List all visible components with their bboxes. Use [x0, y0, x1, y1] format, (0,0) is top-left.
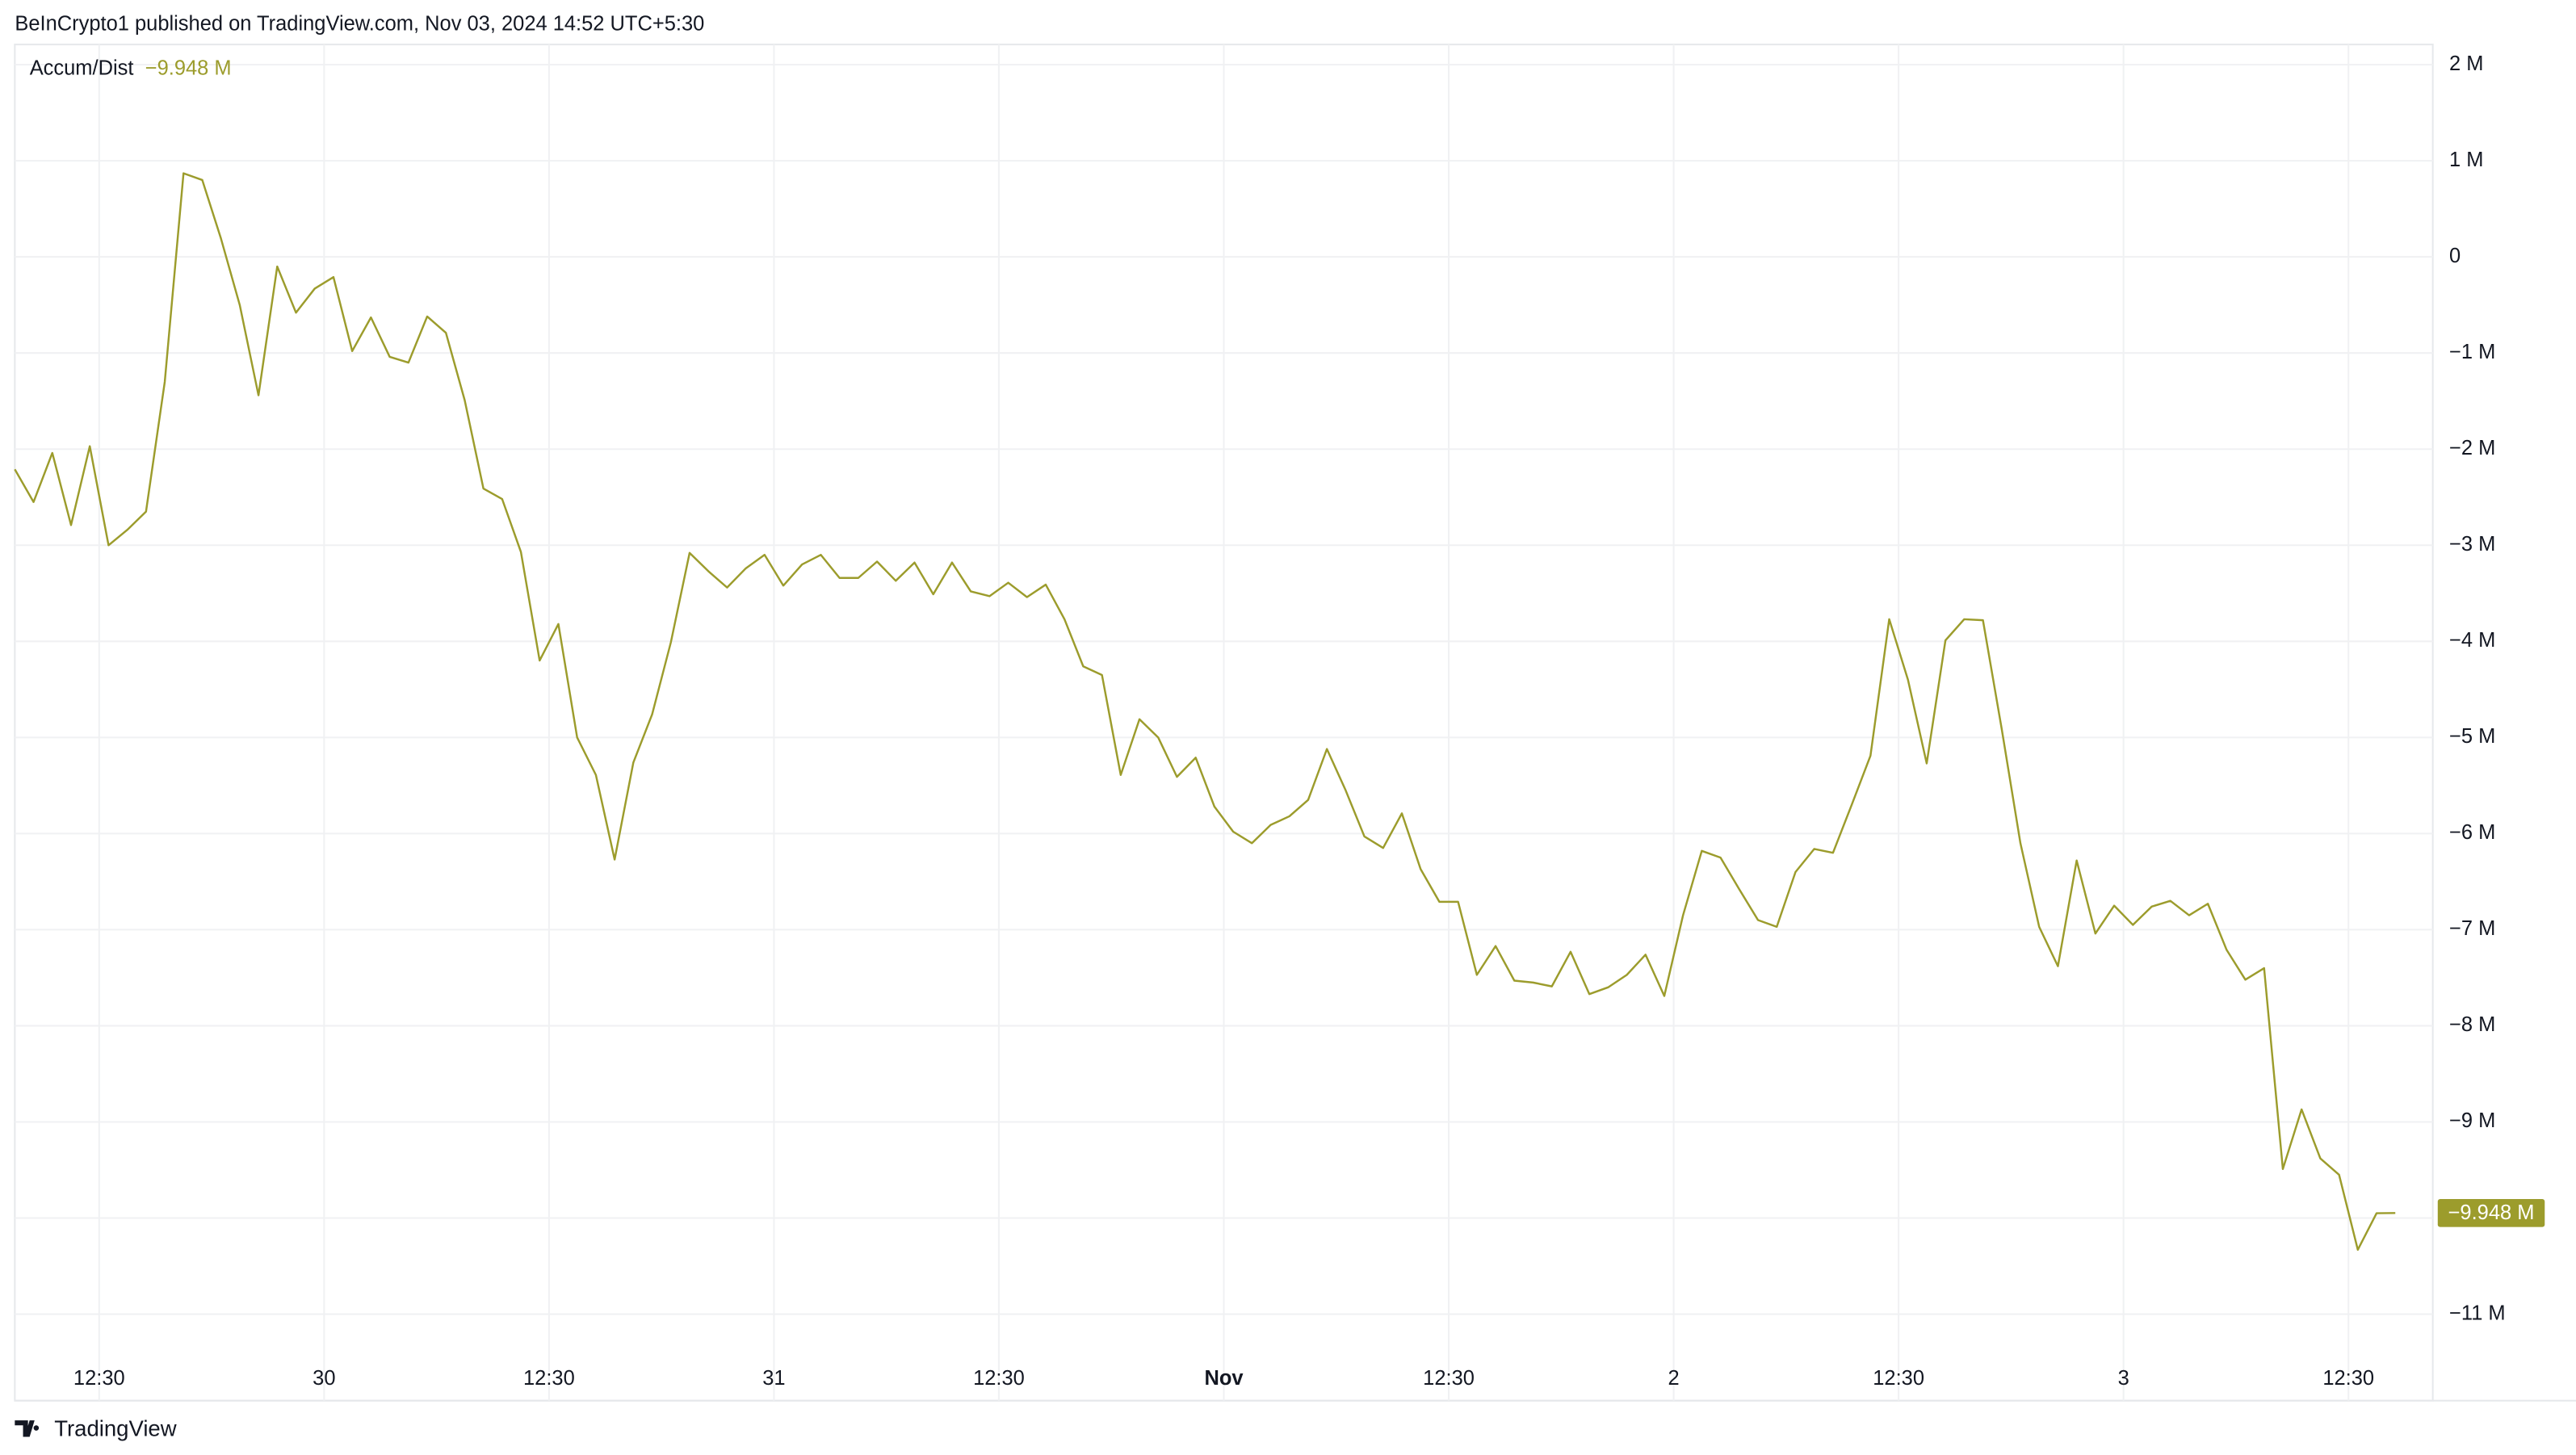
x-tick-label: 12:30	[1423, 1367, 1475, 1390]
y-tick-label: 2 M	[2449, 52, 2483, 75]
y-tick-label: −2 M	[2449, 437, 2495, 459]
last-value-tag	[2437, 1198, 2545, 1227]
source-logo	[15, 1420, 40, 1437]
y-tick-label: 0	[2449, 245, 2461, 267]
y-tick-label: −6 M	[2449, 821, 2495, 844]
x-tick-label: 30	[313, 1367, 335, 1390]
x-tick-label: 12:30	[73, 1367, 125, 1390]
legend-value: −9.948 M	[145, 57, 232, 79]
y-tick-label: −8 M	[2449, 1013, 2495, 1036]
legend-name: Accum/Dist	[30, 57, 134, 79]
y-tick-label: −4 M	[2449, 629, 2495, 652]
x-tick-label: 12:30	[523, 1367, 575, 1390]
y-tick-label: −11 M	[2449, 1302, 2506, 1324]
y-tick-label: −7 M	[2449, 917, 2495, 940]
chart-title: BeInCrypto1 published on TradingView.com…	[15, 12, 704, 35]
x-tick-label: 12:30	[1873, 1367, 1924, 1390]
y-tick-label: −5 M	[2449, 725, 2495, 748]
x-tick-label: 3	[2118, 1367, 2129, 1390]
y-tick-label: −1 M	[2449, 341, 2495, 363]
x-tick-label: 2	[1668, 1367, 1680, 1390]
source: TradingView	[54, 1416, 176, 1441]
data-line	[14, 172, 2396, 1252]
y-tick-label: 1 M	[2449, 149, 2483, 171]
y-tick-label: −9 M	[2449, 1109, 2495, 1132]
last-value-label: −9.948 M	[2448, 1201, 2535, 1224]
y-tick-label: −3 M	[2449, 533, 2495, 556]
x-tick-label: Nov	[1204, 1367, 1244, 1390]
x-tick-label: 12:30	[973, 1367, 1025, 1390]
x-tick-label: 31	[762, 1367, 785, 1390]
x-tick-label: 12:30	[2322, 1367, 2374, 1390]
